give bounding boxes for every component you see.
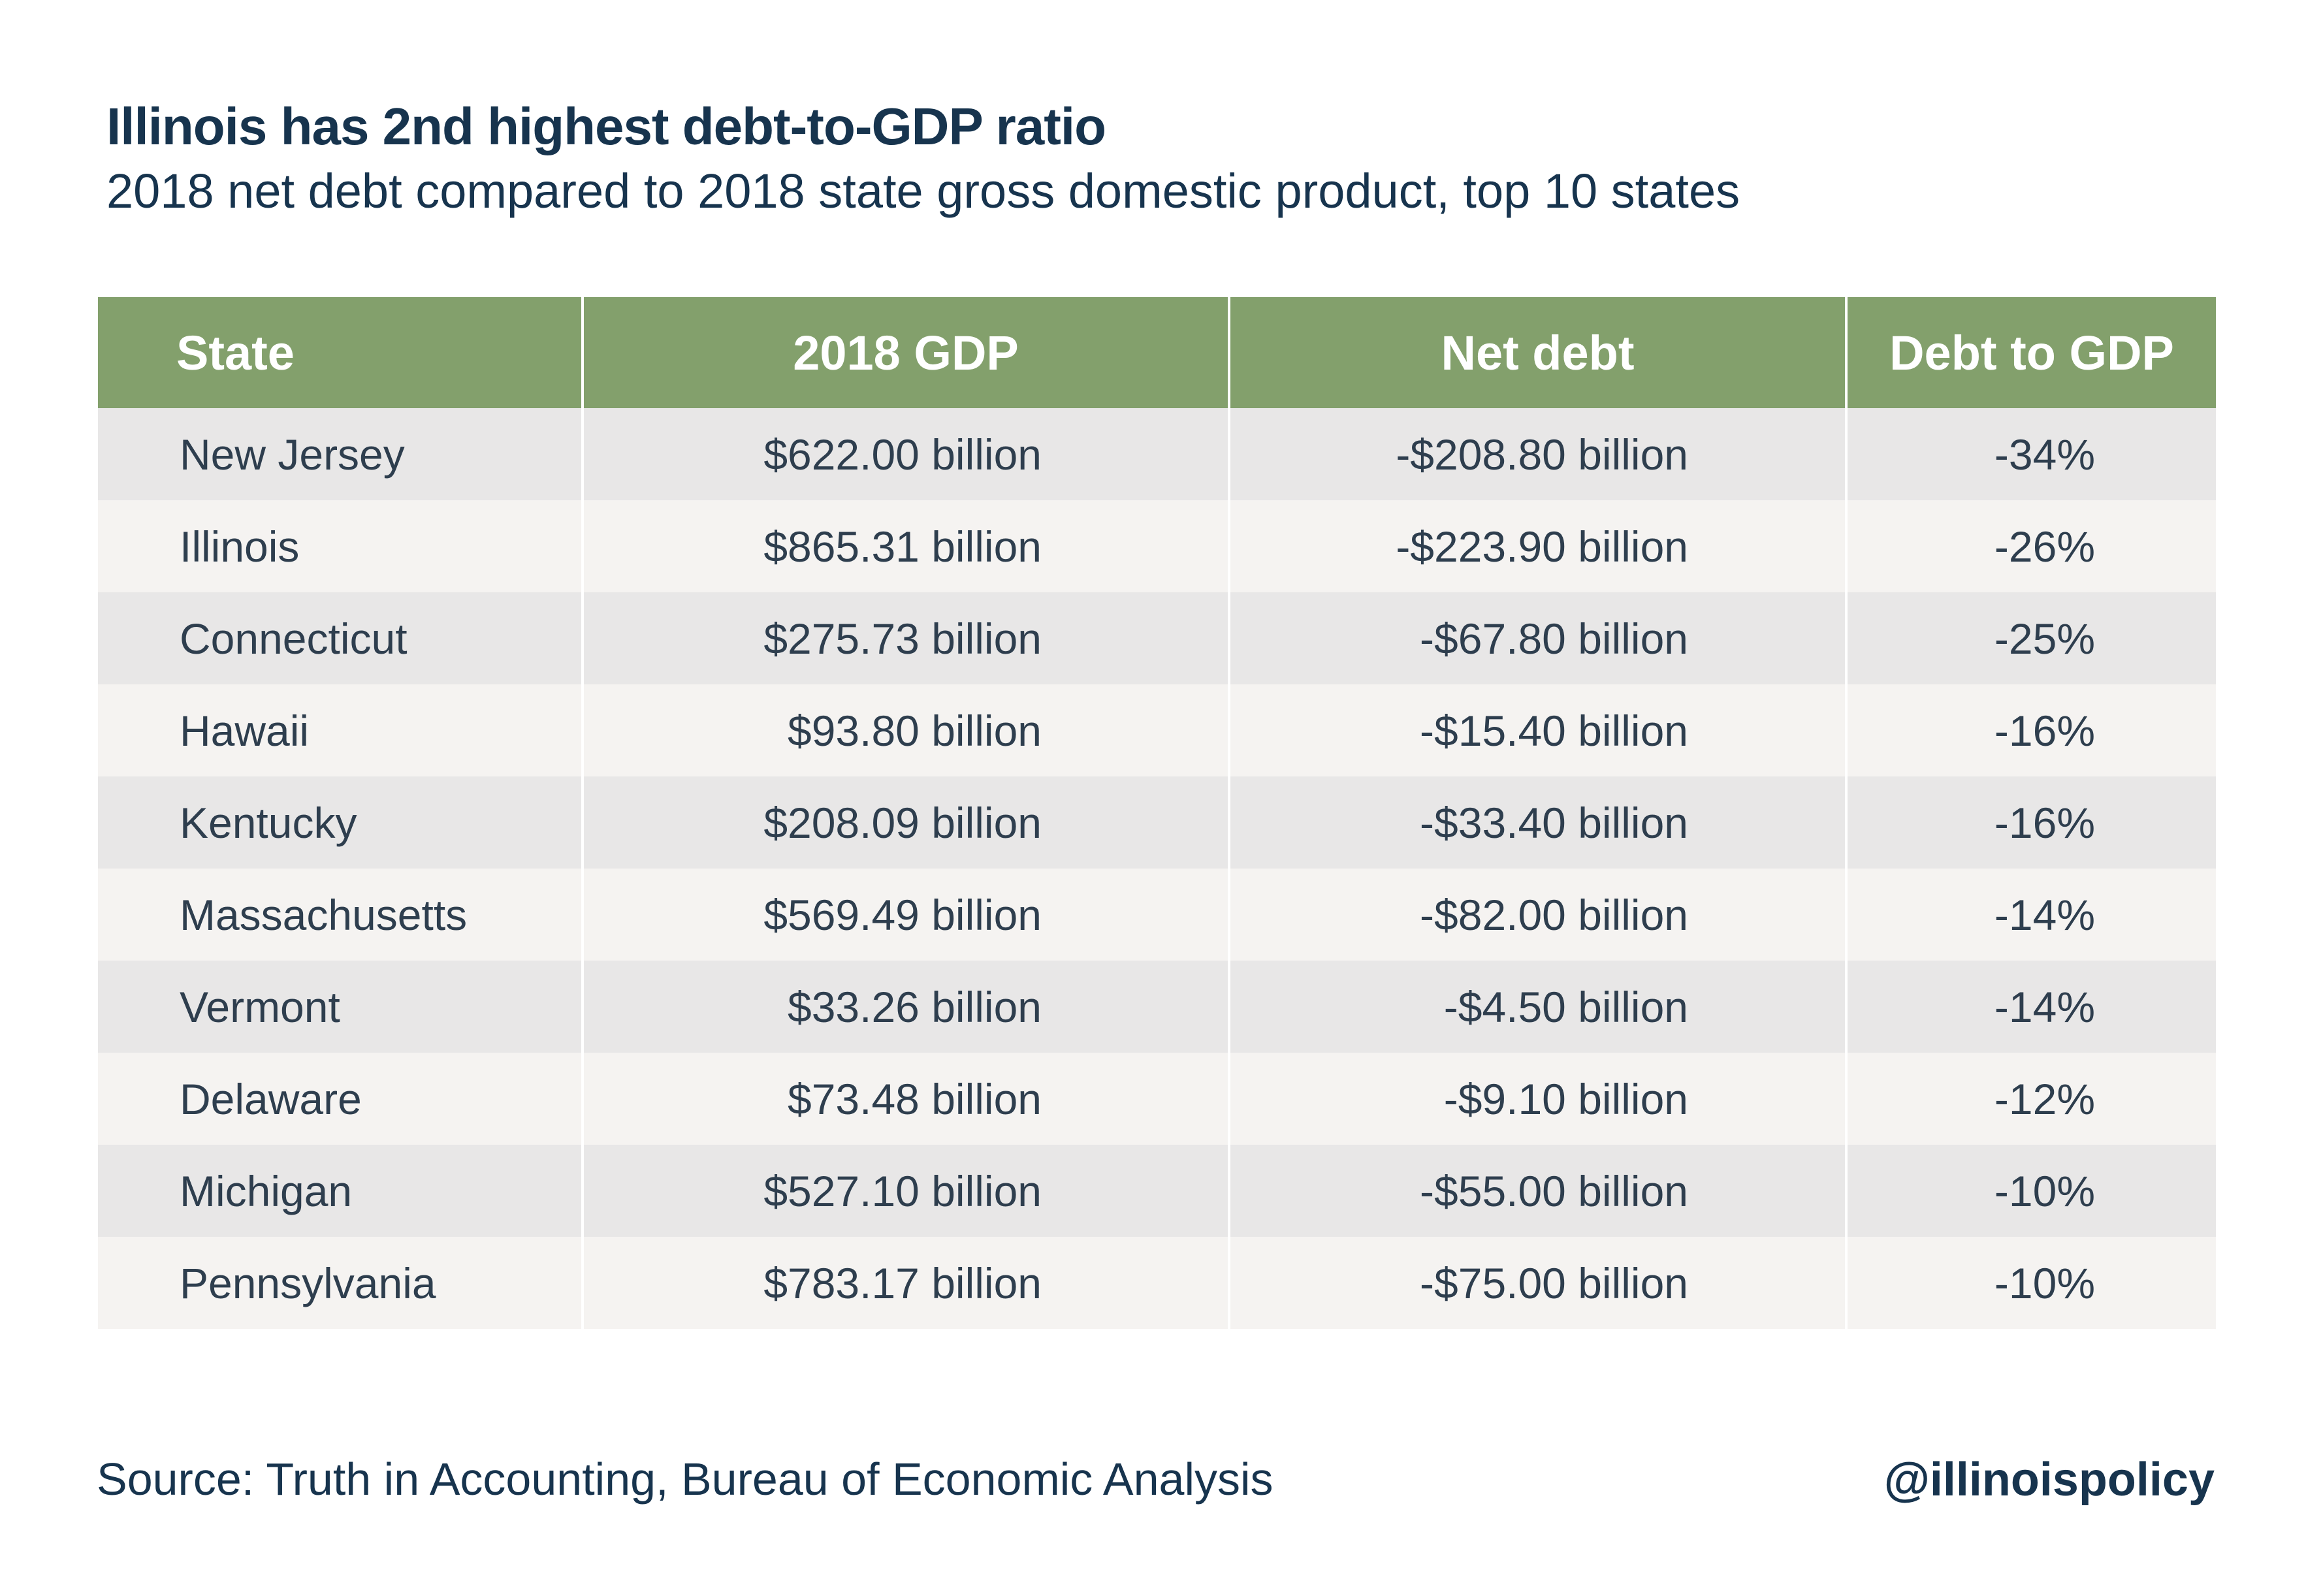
- cell-net-debt: -$15.40 billion: [1229, 684, 1848, 776]
- cell-debt-to-gdp: -14%: [1846, 869, 2216, 961]
- source-note: Source: Truth in Accounting, Bureau of E…: [97, 1454, 1273, 1505]
- table-body: New Jersey $622.00 billion -$208.80 billio…: [98, 408, 2216, 1329]
- cell-gdp: $783.17 billion: [583, 1237, 1230, 1329]
- debt-to-gdp-table: State 2018 GDP Net debt Debt to GDP New …: [98, 297, 2216, 1329]
- cell-debt-to-gdp: -14%: [1846, 961, 2216, 1053]
- table-row: Illinois $865.31 billion -$223.90 billion -…: [98, 500, 2216, 592]
- table-row: Vermont $33.26 billion -$4.50 billion -14%: [98, 961, 2216, 1053]
- debt-table-container: State 2018 GDP Net debt Debt to GDP New …: [98, 297, 2216, 1329]
- cell-gdp: $527.10 billion: [583, 1145, 1230, 1237]
- cell-state: New Jersey: [98, 408, 584, 500]
- table-row: Delaware $73.48 billion -$9.10 billion -12%: [98, 1053, 2216, 1145]
- cell-state: Michigan: [98, 1145, 584, 1237]
- table-row: Pennsylvania $783.17 billion -$75.00 billi…: [98, 1237, 2216, 1329]
- table-row: Connecticut $275.73 billion -$67.80 billio…: [98, 592, 2216, 684]
- cell-state: Illinois: [98, 500, 584, 592]
- brand-handle: @illinoispolicy: [1883, 1454, 2215, 1506]
- cell-debt-to-gdp: -16%: [1846, 776, 2216, 869]
- cell-net-debt: -$75.00 billion: [1229, 1237, 1848, 1329]
- cell-state: Pennsylvania: [98, 1237, 584, 1329]
- cell-gdp: $33.26 billion: [583, 961, 1230, 1053]
- cell-gdp: $622.00 billion: [583, 408, 1230, 500]
- table-row: Michigan $527.10 billion -$55.00 billion -1…: [98, 1145, 2216, 1237]
- cell-debt-to-gdp: -10%: [1846, 1237, 2216, 1329]
- cell-gdp: $208.09 billion: [583, 776, 1230, 869]
- table-header: State 2018 GDP Net debt Debt to GDP: [98, 297, 2216, 408]
- cell-debt-to-gdp: -25%: [1846, 592, 2216, 684]
- table-row: Hawaii $93.80 billion -$15.40 billion -16%: [98, 684, 2216, 776]
- column-header-net-debt: Net debt: [1229, 297, 1848, 408]
- table-row: Massachusetts $569.49 billion -$82.00 bill…: [98, 869, 2216, 961]
- cell-net-debt: -$223.90 billion: [1229, 500, 1848, 592]
- cell-debt-to-gdp: -34%: [1846, 408, 2216, 500]
- column-header-debt-to-gdp: Debt to GDP: [1846, 297, 2216, 408]
- cell-debt-to-gdp: -12%: [1846, 1053, 2216, 1145]
- cell-debt-to-gdp: -26%: [1846, 500, 2216, 592]
- cell-gdp: $865.31 billion: [583, 500, 1230, 592]
- cell-gdp: $73.48 billion: [583, 1053, 1230, 1145]
- table-row: New Jersey $622.00 billion -$208.80 billio…: [98, 408, 2216, 500]
- cell-net-debt: -$33.40 billion: [1229, 776, 1848, 869]
- chart-title: Illinois has 2nd highest debt-to-GDP rat…: [106, 97, 1106, 155]
- cell-state: Massachusetts: [98, 869, 584, 961]
- cell-state: Delaware: [98, 1053, 584, 1145]
- cell-state: Hawaii: [98, 684, 584, 776]
- cell-net-debt: -$67.80 billion: [1229, 592, 1848, 684]
- cell-debt-to-gdp: -10%: [1846, 1145, 2216, 1237]
- cell-gdp: $275.73 billion: [583, 592, 1230, 684]
- table-row: Kentucky $208.09 billion -$33.40 billion -1…: [98, 776, 2216, 869]
- header-row: State 2018 GDP Net debt Debt to GDP: [98, 297, 2216, 408]
- cell-net-debt: -$9.10 billion: [1229, 1053, 1848, 1145]
- cell-net-debt: -$82.00 billion: [1229, 869, 1848, 961]
- cell-state: Connecticut: [98, 592, 584, 684]
- cell-debt-to-gdp: -16%: [1846, 684, 2216, 776]
- cell-net-debt: -$4.50 billion: [1229, 961, 1848, 1053]
- cell-state: Kentucky: [98, 776, 584, 869]
- column-header-gdp: 2018 GDP: [583, 297, 1230, 408]
- column-header-state: State: [98, 297, 584, 408]
- cell-gdp: $569.49 billion: [583, 869, 1230, 961]
- cell-net-debt: -$208.80 billion: [1229, 408, 1848, 500]
- cell-net-debt: -$55.00 billion: [1229, 1145, 1848, 1237]
- chart-subtitle: 2018 net debt compared to 2018 state gro…: [106, 164, 1740, 218]
- cell-gdp: $93.80 billion: [583, 684, 1230, 776]
- cell-state: Vermont: [98, 961, 584, 1053]
